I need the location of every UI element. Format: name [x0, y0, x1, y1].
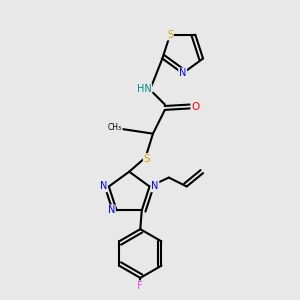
- Text: N: N: [108, 206, 115, 215]
- Text: N: N: [179, 68, 186, 78]
- Text: S: S: [167, 30, 173, 40]
- Text: N: N: [100, 182, 107, 191]
- Text: N: N: [151, 182, 159, 191]
- Text: O: O: [191, 102, 200, 112]
- Text: HN: HN: [137, 84, 152, 94]
- Text: CH₃: CH₃: [107, 123, 122, 132]
- Text: F: F: [137, 281, 143, 291]
- Text: S: S: [144, 154, 150, 164]
